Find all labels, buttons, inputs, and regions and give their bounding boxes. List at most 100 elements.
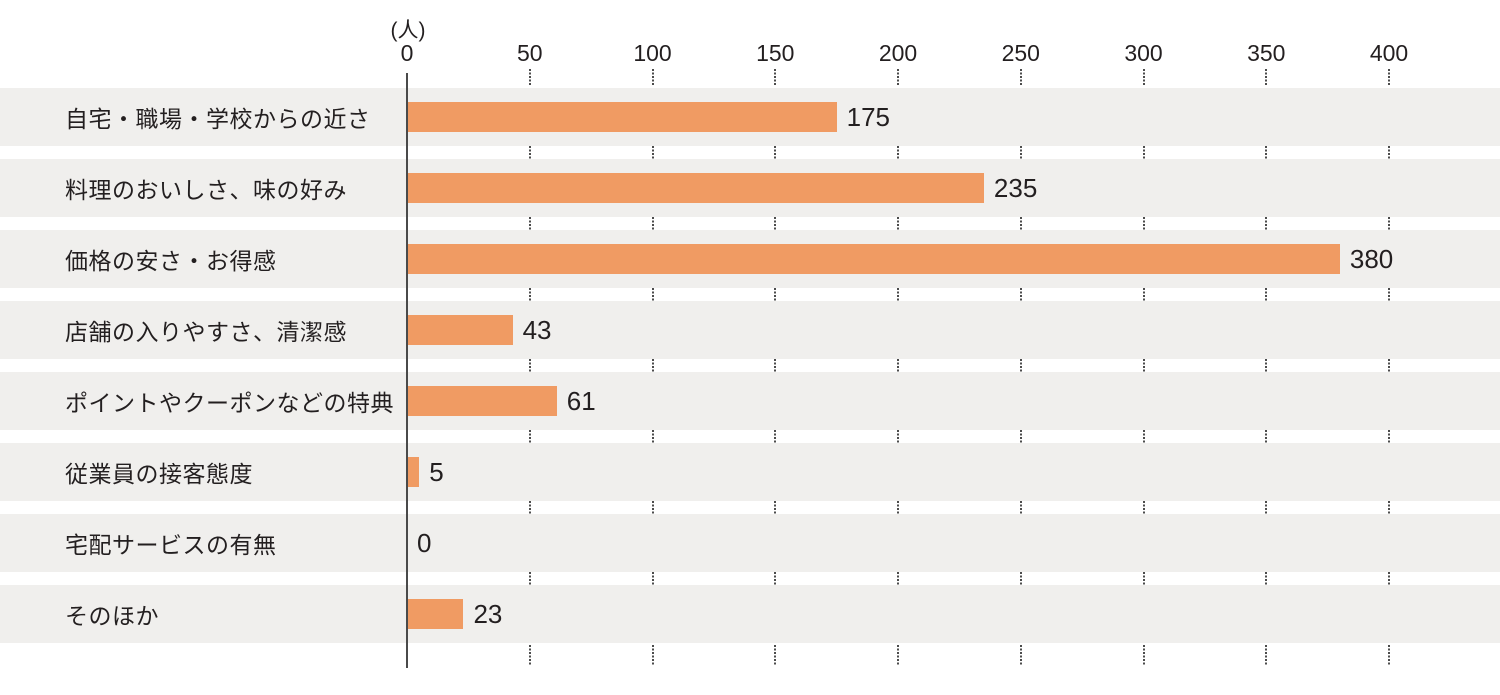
category-row-band — [0, 443, 1500, 501]
tick-dots — [774, 501, 777, 514]
tick-dots — [528, 146, 531, 159]
bar — [407, 244, 1340, 274]
tick-dots — [528, 430, 531, 443]
bar — [407, 599, 464, 629]
tick-dots — [651, 359, 654, 372]
tick-dots — [1388, 288, 1390, 301]
tick-dots — [1142, 430, 1145, 443]
tick-dots — [528, 645, 531, 665]
x-tick-label: 50 — [516, 40, 543, 66]
category-label: ポイントやクーポンなどの特典 — [65, 390, 394, 416]
tick-dots — [774, 69, 777, 85]
tick-dots — [528, 359, 531, 372]
tick-dots — [528, 288, 531, 301]
value-label: 175 — [846, 101, 891, 132]
tick-dots — [1142, 146, 1145, 159]
tick-dots — [651, 288, 654, 301]
tick-dots — [651, 572, 654, 585]
tick-dots — [651, 501, 654, 514]
tick-dots — [897, 288, 899, 301]
bar — [407, 457, 420, 487]
tick-dots — [1019, 69, 1022, 85]
tick-dots — [897, 69, 899, 85]
x-tick-label: 0 — [400, 40, 414, 66]
tick-dots — [1265, 359, 1268, 372]
bar — [407, 386, 557, 416]
tick-dots — [1142, 501, 1145, 514]
tick-dots — [651, 217, 654, 230]
x-tick-label: 100 — [633, 40, 672, 66]
bar — [407, 102, 837, 132]
x-tick-label: 150 — [756, 40, 795, 66]
tick-dots — [528, 572, 531, 585]
category-label: 宅配サービスの有無 — [65, 532, 277, 558]
x-tick-label: 250 — [1001, 40, 1040, 66]
tick-dots — [774, 572, 777, 585]
tick-dots — [1019, 430, 1022, 443]
tick-dots — [1142, 288, 1145, 301]
tick-dots — [1019, 501, 1022, 514]
tick-dots — [1142, 217, 1145, 230]
category-label: 価格の安さ・お得感 — [65, 248, 277, 274]
tick-dots — [897, 645, 899, 665]
bar — [407, 173, 984, 203]
tick-dots — [651, 430, 654, 443]
tick-dots — [528, 501, 531, 514]
tick-dots — [1388, 430, 1390, 443]
tick-dots — [1019, 359, 1022, 372]
tick-dots — [1388, 572, 1390, 585]
x-tick-label: 400 — [1369, 40, 1409, 66]
tick-dots — [1265, 430, 1268, 443]
category-label: そのほか — [65, 603, 159, 629]
tick-dots — [897, 146, 899, 159]
axis-unit-label: (人) — [390, 19, 426, 42]
tick-dots — [1142, 645, 1145, 665]
tick-dots — [897, 217, 899, 230]
tick-dots — [1388, 146, 1390, 159]
tick-dots — [651, 146, 654, 159]
tick-dots — [1265, 572, 1268, 585]
tick-dots — [774, 645, 777, 665]
tick-dots — [774, 217, 777, 230]
category-label: 料理のおいしさ、味の好み — [65, 177, 347, 203]
tick-dots — [651, 69, 654, 85]
tick-dots — [774, 430, 777, 443]
category-row-band — [0, 372, 1500, 430]
tick-dots — [897, 359, 899, 372]
tick-dots — [1142, 572, 1145, 585]
value-label: 5 — [429, 456, 444, 487]
value-label: 0 — [417, 527, 432, 558]
value-label: 380 — [1349, 243, 1394, 274]
tick-dots — [897, 501, 899, 514]
value-label: 23 — [473, 598, 503, 629]
bar — [407, 315, 513, 345]
category-label: 店舗の入りやすさ、清潔感 — [65, 319, 347, 345]
tick-dots — [528, 217, 531, 230]
tick-dots — [1388, 217, 1390, 230]
tick-dots — [1265, 501, 1268, 514]
tick-dots — [1265, 217, 1268, 230]
category-label: 自宅・職場・学校からの近さ — [65, 106, 371, 132]
tick-dots — [1388, 501, 1390, 514]
tick-dots — [774, 359, 777, 372]
x-tick-label: 350 — [1247, 40, 1286, 66]
value-label: 43 — [522, 314, 552, 345]
tick-dots — [1019, 146, 1022, 159]
tick-dots — [1019, 288, 1022, 301]
tick-dots — [897, 430, 899, 443]
value-label: 235 — [993, 172, 1038, 203]
tick-dots — [774, 146, 777, 159]
tick-dots — [897, 572, 899, 585]
y-axis-zero-line — [406, 73, 408, 668]
category-label: 従業員の接客態度 — [65, 461, 253, 487]
tick-dots — [1019, 217, 1022, 230]
category-row-band — [0, 514, 1500, 572]
category-row-band — [0, 301, 1500, 359]
tick-dots — [1388, 69, 1390, 85]
value-label: 61 — [566, 385, 596, 416]
category-row-band — [0, 585, 1500, 643]
tick-dots — [528, 69, 531, 85]
tick-dots — [1265, 288, 1268, 301]
tick-dots — [1265, 645, 1268, 665]
